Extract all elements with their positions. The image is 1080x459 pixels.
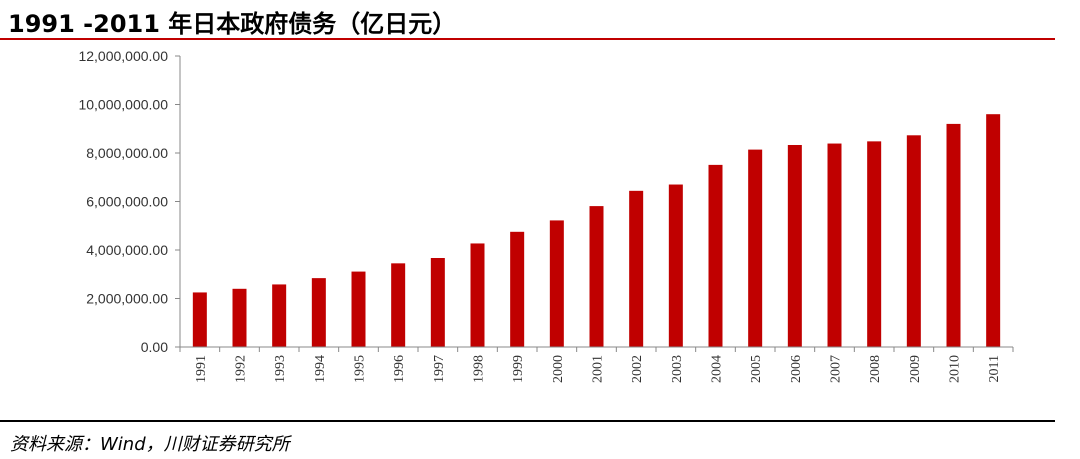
y-tick-label: 8,000,000.00	[86, 145, 168, 161]
x-tick-label: 1994	[313, 355, 328, 383]
x-tick-label: 1999	[511, 355, 526, 383]
bar	[549, 220, 564, 347]
title-divider	[0, 38, 1055, 40]
bar	[351, 271, 366, 347]
footer-divider	[0, 420, 1055, 422]
y-tick-label: 4,000,000.00	[86, 242, 168, 258]
x-tick-label: 2000	[551, 355, 566, 383]
x-tick-label: 2002	[630, 355, 645, 383]
y-axis: 0.00 2,000,000.00 4,000,000.00 6,000,000.00…	[78, 48, 181, 355]
x-tick-label: 2009	[908, 355, 923, 383]
bar	[827, 143, 842, 347]
bar	[232, 288, 247, 347]
x-tick-label: 2011	[987, 355, 1002, 382]
bar	[946, 123, 961, 348]
bar	[391, 263, 406, 347]
bar-chart: 0.00 2,000,000.00 4,000,000.00 6,000,000.00…	[78, 48, 1014, 383]
x-tick-label: 2005	[749, 355, 764, 383]
x-tick-label: 2006	[789, 355, 804, 383]
y-tick-label: 12,000,000.00	[78, 48, 168, 64]
y-tick-label: 0.00	[141, 339, 168, 355]
bar	[192, 292, 207, 347]
x-tick-label: 1992	[234, 355, 249, 383]
x-tick-label: 2008	[868, 355, 883, 383]
bar	[589, 206, 604, 347]
x-tick-label: 2003	[670, 355, 685, 383]
y-tick-label: 6,000,000.00	[86, 194, 168, 210]
bar	[311, 278, 326, 347]
bar	[867, 141, 882, 347]
x-tick-label: 1996	[392, 355, 407, 383]
bar	[470, 243, 485, 347]
bar	[906, 135, 921, 347]
bar	[668, 184, 683, 347]
x-tick-label: 1997	[432, 355, 447, 383]
bar	[708, 164, 723, 347]
bar	[986, 114, 1001, 347]
bar	[787, 144, 802, 347]
chart-title: 1991 -2011 年日本政府债务（亿日元）	[8, 10, 457, 38]
x-tick-label: 1998	[472, 355, 487, 383]
x-tick-label: 2004	[710, 355, 725, 383]
bar	[430, 258, 445, 347]
x-tick-label: 2001	[591, 355, 606, 383]
y-tick-label: 10,000,000.00	[78, 97, 168, 113]
bar	[272, 284, 287, 347]
x-tick-label: 1993	[273, 355, 288, 383]
x-tick-label: 2007	[829, 355, 844, 383]
x-axis: 1991 1992 1993 1994 1995 1996 1997 1998 1999 2000…	[179, 346, 1014, 383]
x-tick-label: 1991	[194, 355, 209, 383]
x-tick-label: 2010	[948, 355, 963, 383]
bar	[629, 190, 644, 347]
x-tick-label: 1995	[353, 355, 368, 383]
y-tick-label: 2,000,000.00	[86, 291, 168, 307]
source-note: 资料来源：Wind，川财证券研究所	[10, 434, 290, 455]
bar	[510, 231, 525, 347]
bar	[748, 149, 763, 347]
bar-series	[192, 114, 1001, 348]
